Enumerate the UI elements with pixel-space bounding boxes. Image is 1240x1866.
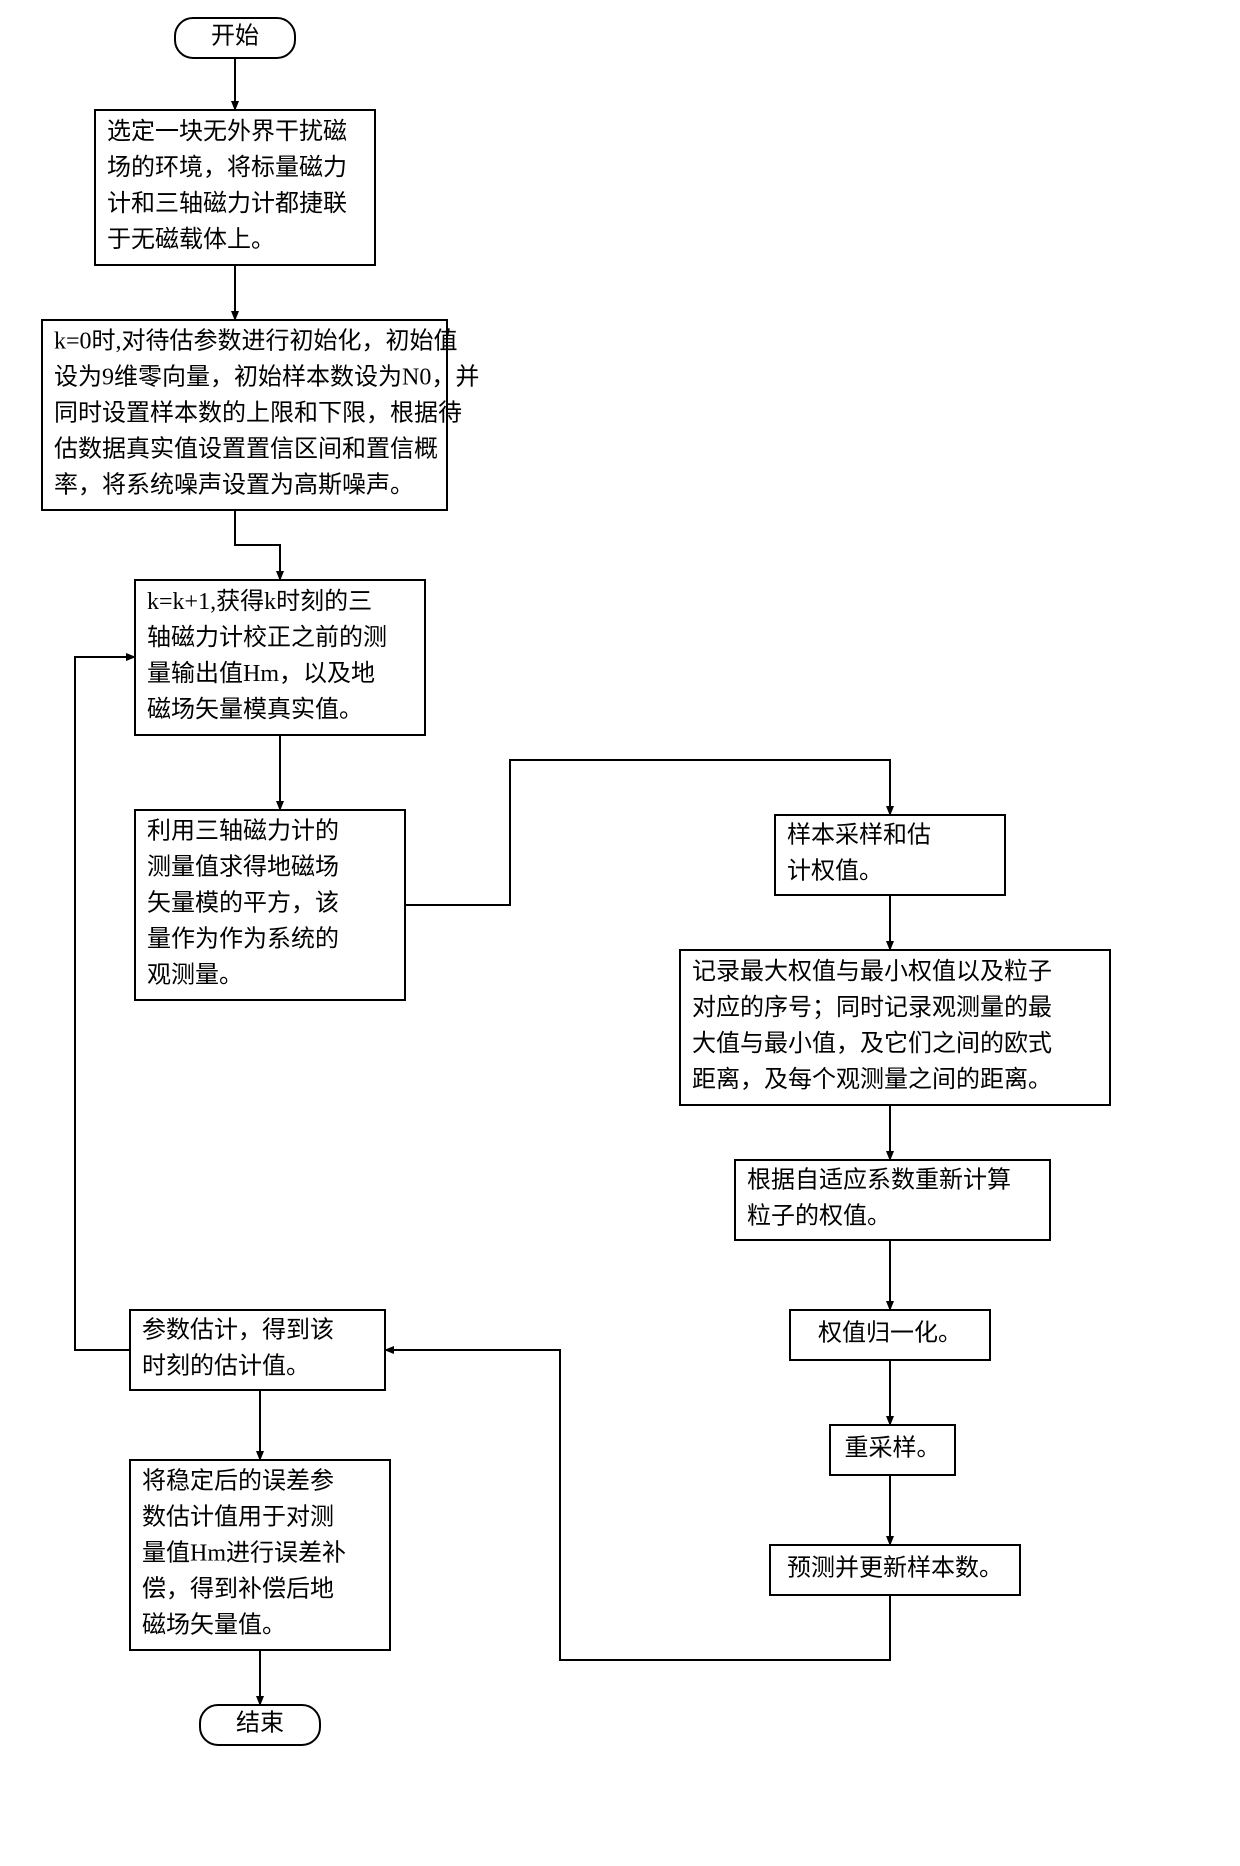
node-n10: 预测并更新样本数。 [770,1545,1020,1595]
node-text-line: 设为9维零向量，初始样本数设为N0，并 [54,364,479,391]
node-n11: 参数估计，得到该时刻的估计值。 [130,1310,385,1390]
node-text-line: 量值Hm进行误差补 [142,1540,346,1567]
node-text-line: 矢量模的平方，该 [147,890,339,917]
node-text-line: 于无磁载体上。 [107,226,275,253]
node-text-line: 距离，及每个观测量之间的距离。 [692,1066,1052,1093]
node-text-line: k=k+1,获得k时刻的三 [147,588,372,615]
node-text-line: 量输出值Hm，以及地 [147,660,375,687]
node-text-line: 磁场矢量模真实值。 [147,696,363,723]
node-text-line: 重采样。 [845,1435,941,1462]
node-end: 结束 [200,1705,320,1745]
node-n3: k=k+1,获得k时刻的三轴磁力计校正之前的测量输出值Hm，以及地磁场矢量模真实… [135,580,425,735]
edge [75,657,135,1350]
node-n7: 根据自适应系数重新计算粒子的权值。 [735,1160,1050,1240]
node-text-line: 对应的序号；同时记录观测量的最 [692,994,1052,1021]
node-n6: 记录最大权值与最小权值以及粒子对应的序号；同时记录观测量的最大值与最小值，及它们… [680,950,1110,1105]
node-text-line: 轴磁力计校正之前的测 [147,624,387,651]
node-text-line: 预测并更新样本数。 [787,1555,1003,1582]
node-text-line: 偿，得到补偿后地 [142,1576,334,1603]
node-text-line: 根据自适应系数重新计算 [747,1167,1011,1194]
node-text-line: 时刻的估计值。 [142,1353,310,1380]
nodes-layer: 开始选定一块无外界干扰磁场的环境，将标量磁力计和三轴磁力计都捷联于无磁载体上。 k… [42,18,1110,1745]
node-text-line: k=0时,对待估参数进行初始化，初始值 [54,328,458,355]
node-text-line: 同时设置样本数的上限和下限，根据待 [54,400,462,427]
node-text-line: 率，将系统噪声设置为高斯噪声。 [54,472,414,499]
node-text-line: 计权值。 [787,858,883,885]
node-n8: 权值归一化。 [790,1310,990,1360]
node-text-line: 粒子的权值。 [747,1203,891,1230]
node-text-line: 权值归一化。 [818,1320,962,1347]
node-n12: 将稳定后的误差参数估计值用于对测量值Hm进行误差补偿，得到补偿后地磁场矢量值。 [130,1460,390,1650]
node-text-line: 结束 [236,1710,284,1737]
node-text-line: 场的环境，将标量磁力 [107,154,347,181]
node-text-line: 选定一块无外界干扰磁 [107,118,347,145]
node-n5: 样本采样和估计权值。 [775,815,1005,895]
node-text-line: 观测量。 [147,962,243,989]
node-text-line: 测量值求得地磁场 [147,854,339,881]
node-text-line: 样本采样和估 [787,822,931,849]
node-n4: 利用三轴磁力计的测量值求得地磁场矢量模的平方，该量作为作为系统的观测量。 [135,810,405,1000]
node-text-line: 将稳定后的误差参 [142,1468,334,1495]
node-text-line: 利用三轴磁力计的 [147,818,339,845]
node-text-line: 数估计值用于对测 [142,1504,334,1531]
edge [385,1350,890,1660]
node-text-line: 记录最大权值与最小权值以及粒子 [692,958,1052,985]
node-text-line: 磁场矢量值。 [142,1612,286,1639]
node-start: 开始 [175,18,295,58]
node-text-line: 开始 [211,23,259,50]
node-text-line: 估数据真实值设置置信区间和置信概 [54,436,438,463]
edge [235,510,280,580]
flowchart-canvas: 开始选定一块无外界干扰磁场的环境，将标量磁力计和三轴磁力计都捷联于无磁载体上。 k… [0,0,1240,1866]
node-n2: k=0时,对待估参数进行初始化，初始值设为9维零向量，初始样本数设为N0，并同时… [42,320,479,510]
node-text-line: 计和三轴磁力计都捷联 [107,190,347,217]
node-text-line: 大值与最小值，及它们之间的欧式 [692,1030,1052,1057]
node-n9: 重采样。 [830,1425,955,1475]
node-text-line: 量作为作为系统的 [147,926,339,953]
node-text-line: 参数估计，得到该 [142,1317,334,1344]
node-n1: 选定一块无外界干扰磁场的环境，将标量磁力计和三轴磁力计都捷联于无磁载体上。 [95,110,375,265]
